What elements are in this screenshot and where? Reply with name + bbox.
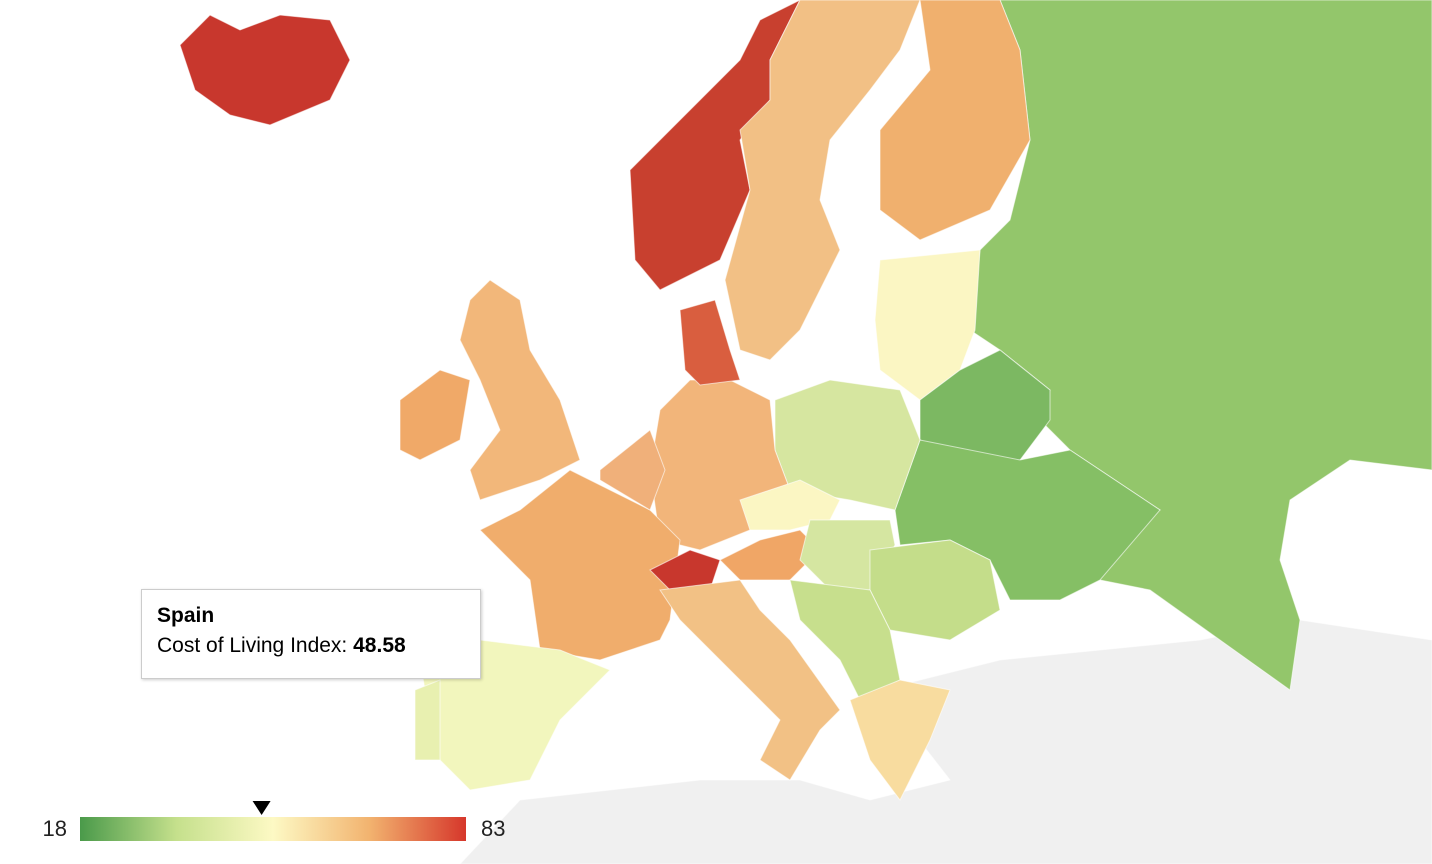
tooltip-label: Cost of Living Index: [157, 634, 348, 657]
country-denmark[interactable] [679, 299, 741, 386]
country-benelux[interactable] [599, 429, 666, 511]
country-switzerland[interactable] [649, 549, 721, 591]
other-land [459, 619, 1432, 864]
tooltip-value: 48.58 [353, 634, 406, 657]
country-iceland[interactable] [179, 14, 351, 126]
tooltip: Spain Cost of Living Index: 48.58 [141, 589, 481, 679]
legend-marker [252, 801, 271, 815]
country-sweden[interactable] [724, 0, 921, 361]
country-uk[interactable] [459, 279, 581, 501]
tooltip-title: Spain [157, 604, 215, 627]
country-italy[interactable] [659, 579, 841, 781]
country-romania[interactable] [869, 539, 1001, 641]
legend-scale [80, 817, 466, 841]
legend: 18 83 [43, 816, 505, 841]
legend-min: 18 [43, 816, 67, 841]
tooltip-line: Cost of Living Index: 48.58 [157, 634, 465, 658]
country-portugal[interactable] [414, 679, 441, 761]
country-greece[interactable] [849, 679, 951, 801]
country-ukraine[interactable] [894, 439, 1161, 601]
country-finland[interactable] [879, 0, 1031, 241]
countries [179, 0, 1432, 864]
country-france[interactable] [479, 469, 681, 661]
country-ireland[interactable] [399, 369, 471, 461]
legend-max: 83 [481, 816, 505, 841]
